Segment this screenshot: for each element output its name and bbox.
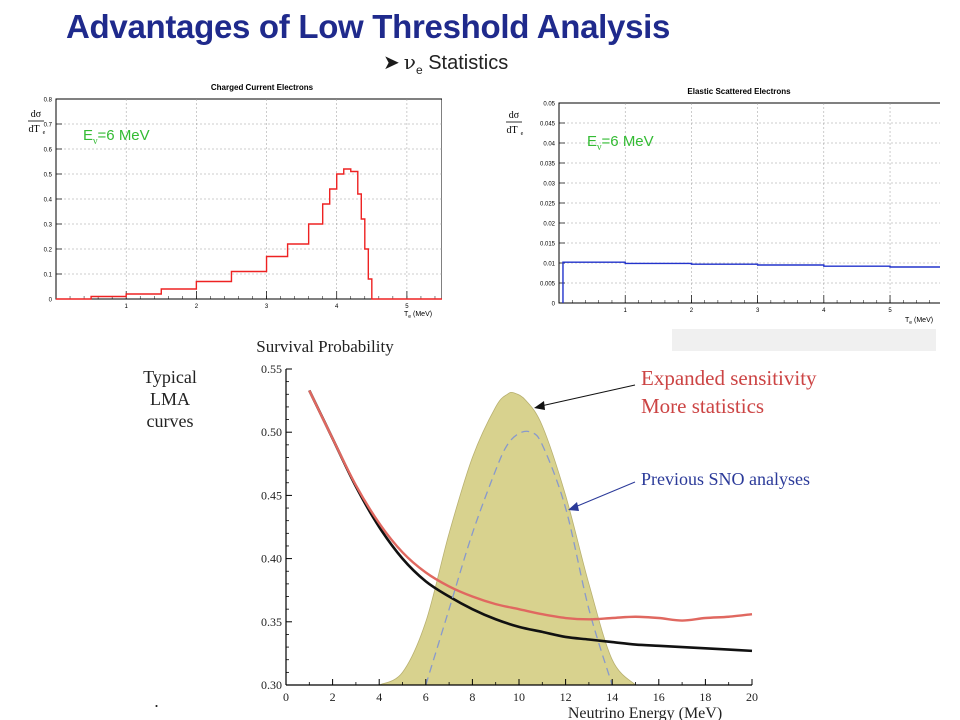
sp-xtick-label: 0 xyxy=(283,690,289,704)
sp-ytick-label: 0.55 xyxy=(261,362,282,376)
cc-ylabel-num: dσ xyxy=(31,109,42,120)
cc-ytick-label: 0.7 xyxy=(44,123,53,129)
cc-ytick-label: 0.3 xyxy=(44,223,53,229)
cc-xtick-label: 1 xyxy=(125,304,129,310)
sp-chart-title: Survival Probability xyxy=(256,337,394,356)
sp-black-curve xyxy=(308,389,753,653)
sp-xtick-label: 4 xyxy=(376,690,382,704)
sp-xlabel: Neutrino Energy (MeV) xyxy=(568,705,722,720)
es-xtick-label: 3 xyxy=(756,308,760,314)
sp-xtick-label: 8 xyxy=(469,690,475,704)
sp-xtick-label: 12 xyxy=(560,690,572,704)
es-ylabel-num: dσ xyxy=(509,110,520,121)
cc-energy-annotation: Eν=6 MeV xyxy=(83,127,150,147)
sp-side-label-2: LMA xyxy=(150,389,190,409)
sp-xtick-label: 20 xyxy=(746,690,758,704)
sp-xtick-label: 14 xyxy=(606,690,618,704)
survival-probability-chart: Survival Probability Typical LMA curves … xyxy=(143,337,817,720)
es-ytick-label: 0.035 xyxy=(540,162,556,168)
cc-ytick-label: 0 xyxy=(49,298,53,304)
sp-annot-1-line-2: More statistics xyxy=(641,394,764,418)
cc-grid xyxy=(56,99,442,299)
sp-annot-arrow-1 xyxy=(540,384,636,407)
sp-fill-layer xyxy=(379,391,637,686)
cc-ytick-label: 0.5 xyxy=(44,173,53,179)
cc-series-line xyxy=(56,168,442,300)
sp-side-label-3: curves xyxy=(147,411,194,431)
cc-ytick-label: 0.2 xyxy=(44,248,53,254)
es-ytick-label: 0.005 xyxy=(540,282,556,288)
es-chart-title: Elastic Scattered Electrons xyxy=(687,87,791,96)
sp-ytick-label: 0.45 xyxy=(261,488,282,502)
es-ylabel-den-sub: e xyxy=(521,131,524,137)
arrow-bullet-icon: ➤ xyxy=(383,52,400,74)
es-ytick-label: 0.01 xyxy=(543,262,555,268)
sp-ytick-label: 0.35 xyxy=(261,615,282,629)
cc-ytick-label: 0.4 xyxy=(44,198,53,204)
es-energy-annotation: Eν=6 MeV xyxy=(587,133,654,153)
sp-ytick-label: 0.40 xyxy=(261,552,282,566)
es-series-line xyxy=(562,261,940,303)
es-xtick-label: 1 xyxy=(624,308,628,314)
sp-xtick-label: 16 xyxy=(653,690,665,704)
sp-side-label-1: Typical xyxy=(143,367,197,387)
elastic-scattered-chart: Elastic Scattered Electrons dσ dT e 0 0.0… xyxy=(506,87,940,326)
cc-xlabel: Te (MeV) xyxy=(404,311,432,320)
sp-previous-sno-curve xyxy=(425,430,613,686)
sp-xtick-label: 2 xyxy=(330,690,336,704)
cc-ytick-label: 0.6 xyxy=(44,148,53,154)
es-ticks: 0 0.005 0.01 0.015 0.02 0.025 0.03 0.035 0.04 0.0… xyxy=(540,102,931,314)
statistics-bullet: ➤ νe Statistics xyxy=(383,50,509,77)
es-gray-bar xyxy=(672,329,936,351)
es-ytick-label: 0.02 xyxy=(543,222,555,228)
sp-ytick-label: 0.50 xyxy=(261,425,282,439)
es-ytick-label: 0.025 xyxy=(540,202,556,208)
sp-xtick-label: 18 xyxy=(699,690,711,704)
cc-ylabel-den: dT xyxy=(28,124,39,135)
slide-title: Advantages of Low Threshold Analysis xyxy=(66,8,671,45)
sp-ticks: 0.30 0.35 0.40 0.45 0.50 0.55 0 2 4 6 8 10 12 14 16 18 2… xyxy=(261,362,758,704)
es-grid xyxy=(559,103,940,303)
es-ytick-label: 0 xyxy=(552,302,556,308)
cc-ytick-label: 0.1 xyxy=(44,273,53,279)
sp-ytick-label: 0.30 xyxy=(261,678,282,692)
es-xtick-label: 5 xyxy=(888,308,892,314)
sp-annot-arrow-2 xyxy=(574,481,636,508)
es-ytick-label: 0.05 xyxy=(543,102,555,108)
sp-annot-arrowhead-2 xyxy=(568,502,579,511)
cc-xtick-label: 5 xyxy=(405,304,409,310)
es-ytick-label: 0.03 xyxy=(543,182,555,188)
sp-xtick-label: 10 xyxy=(513,690,525,704)
es-ytick-label: 0.04 xyxy=(543,142,555,148)
charged-current-chart: Charged Current Electrons dσ dT e 0 0.1 0.… xyxy=(28,83,442,320)
sp-sensitivity-region xyxy=(379,391,637,686)
sp-annot-1-line-1: Expanded sensitivity xyxy=(641,366,817,390)
cc-xtick-label: 2 xyxy=(195,304,199,310)
cc-chart-title: Charged Current Electrons xyxy=(211,83,314,92)
sp-dot: . xyxy=(154,691,159,711)
es-ytick-label: 0.045 xyxy=(540,122,556,128)
sp-red-curve xyxy=(308,389,753,622)
sp-line-layer xyxy=(308,389,753,686)
cc-xtick-label: 4 xyxy=(335,304,339,310)
es-xlabel: Te (MeV) xyxy=(905,317,933,326)
es-xtick-label: 4 xyxy=(822,308,826,314)
sp-annot-2-line-1: Previous SNO analyses xyxy=(641,469,810,489)
es-xtick-label: 2 xyxy=(690,308,694,314)
cc-ytick-label: 0.8 xyxy=(44,98,53,104)
sp-xtick-label: 6 xyxy=(423,690,429,704)
es-ytick-label: 0.015 xyxy=(540,242,556,248)
es-ylabel-den: dT xyxy=(506,125,517,136)
cc-ylabel-den-sub: e xyxy=(43,130,46,136)
cc-xtick-label: 3 xyxy=(265,304,269,310)
sp-annot-arrowhead-1 xyxy=(534,401,545,410)
